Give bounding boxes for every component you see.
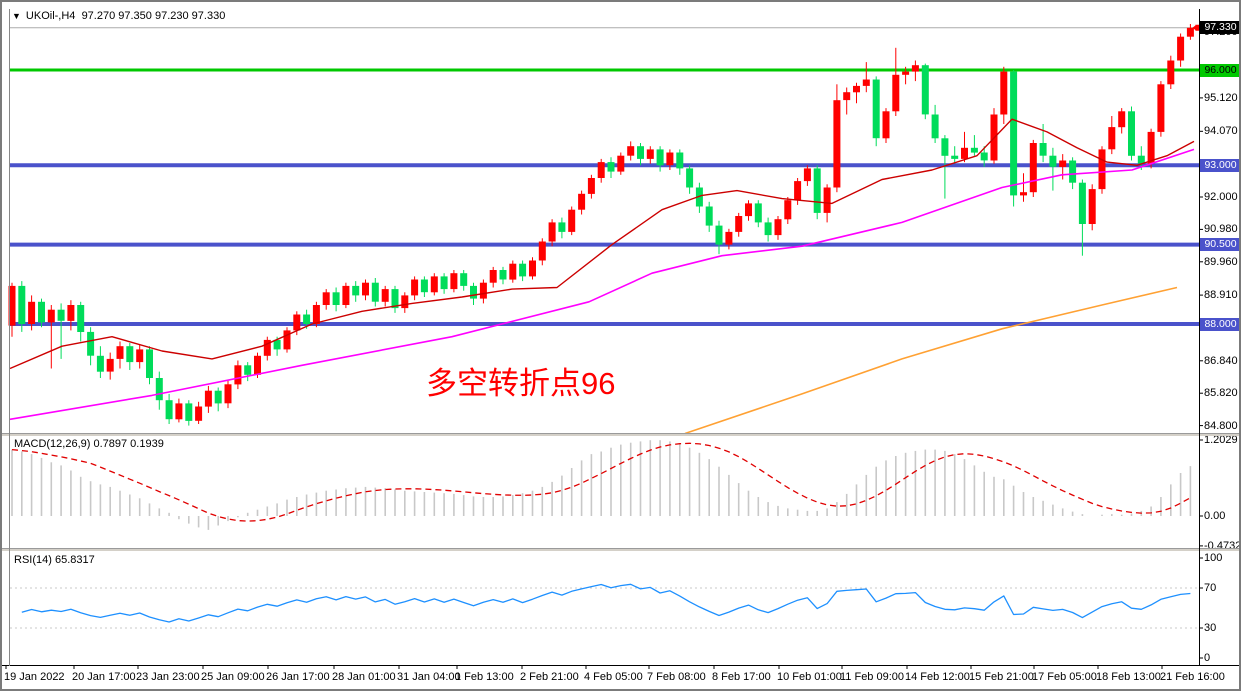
symbol-dropdown-icon[interactable]: ▼ bbox=[12, 11, 21, 21]
price-badge-88.000: 88.000 bbox=[1200, 318, 1239, 331]
time-tick-label: 18 Feb 13:00 bbox=[1096, 671, 1161, 683]
time-tick-label: 2 Feb 21:00 bbox=[520, 671, 579, 683]
price-tick-label: 89.960 bbox=[1204, 256, 1238, 268]
pane-separator-macd[interactable] bbox=[2, 433, 1239, 436]
price-badge-96.000: 96.000 bbox=[1200, 64, 1239, 77]
macd-histogram bbox=[11, 440, 1192, 530]
rsi-tick-label: 0 bbox=[1204, 652, 1211, 664]
time-tick-label: 21 Feb 16:00 bbox=[1160, 671, 1225, 683]
price-tick-label: 92.000 bbox=[1204, 191, 1238, 203]
horizontal-level-lines bbox=[10, 68, 1199, 326]
axis-horizontal-line bbox=[2, 665, 1239, 666]
time-tick-label: 8 Feb 17:00 bbox=[712, 671, 771, 683]
macd-tick-label: 1.2029 bbox=[1204, 434, 1238, 446]
rsi-tick-label: 100 bbox=[1204, 552, 1223, 564]
time-tick-label: 23 Jan 23:00 bbox=[136, 671, 200, 683]
time-tick-label: 7 Feb 08:00 bbox=[647, 671, 706, 683]
time-tick-label: 19 Jan 2022 bbox=[4, 671, 65, 683]
time-tick-label: 4 Feb 05:00 bbox=[584, 671, 643, 683]
macd-tick-label: 0.00 bbox=[1204, 510, 1226, 522]
symbol-period-label: UKOil-,H4 bbox=[25, 10, 76, 22]
price-tick-label: 85.820 bbox=[1204, 387, 1238, 399]
price-tick-label: 90.980 bbox=[1204, 223, 1238, 235]
ma-long-line bbox=[684, 286, 1178, 435]
ohlc-values: 97.270 97.350 97.230 97.330 bbox=[81, 10, 226, 22]
macd-values: 0.7897 0.1939 bbox=[93, 438, 164, 450]
price-badge-93.000: 93.000 bbox=[1200, 159, 1239, 172]
time-tick-label: 20 Jan 17:00 bbox=[72, 671, 136, 683]
rsi-tick-label: 30 bbox=[1204, 622, 1217, 634]
price-badge-90.500: 90.500 bbox=[1200, 238, 1239, 251]
rsi-line bbox=[21, 583, 1191, 623]
axis-vertical-line bbox=[1199, 9, 1200, 666]
pane-separator-rsi[interactable] bbox=[2, 548, 1239, 551]
time-tick-label: 28 Jan 01:00 bbox=[332, 671, 396, 683]
time-tick-label: 17 Feb 05:00 bbox=[1032, 671, 1097, 683]
symbol-title: ▼ UKOil-,H4 97.270 97.350 97.230 97.330 bbox=[12, 10, 225, 22]
price-tick-label: 95.120 bbox=[1204, 92, 1238, 104]
axis-ticks bbox=[5, 31, 1203, 669]
candles-layer bbox=[8, 24, 1194, 426]
price-badge-97.330: 97.330 bbox=[1200, 21, 1239, 34]
time-tick-label: 25 Jan 09:00 bbox=[201, 671, 265, 683]
macd-name: MACD(12,26,9) bbox=[14, 438, 91, 450]
time-tick-label: 11 Feb 09:00 bbox=[840, 671, 905, 683]
rsi-tick-label: 70 bbox=[1204, 582, 1217, 594]
price-tick-label: 94.070 bbox=[1204, 125, 1238, 137]
price-tick-label: 84.800 bbox=[1204, 420, 1238, 432]
price-tick-label: 86.840 bbox=[1204, 355, 1238, 367]
ma-fast-line bbox=[9, 118, 1195, 370]
rsi-name: RSI(14) bbox=[14, 554, 52, 566]
time-tick-label: 31 Jan 04:00 bbox=[397, 671, 461, 683]
rsi-value: 65.8317 bbox=[54, 554, 95, 566]
time-tick-label: 10 Feb 01:00 bbox=[777, 671, 842, 683]
chart-annotation: 多空转折点96 bbox=[426, 366, 616, 401]
macd-indicator-label: MACD(12,26,9) 0.7897 0.1939 bbox=[14, 438, 164, 450]
plot-left-border bbox=[9, 9, 10, 666]
price-tick-label: 88.910 bbox=[1204, 289, 1238, 301]
time-tick-label: 14 Feb 12:00 bbox=[905, 671, 970, 683]
rsi-indicator-label: RSI(14) 65.8317 bbox=[14, 554, 95, 566]
ma-slow-line bbox=[9, 148, 1195, 421]
time-tick-label: 15 Feb 21:00 bbox=[969, 671, 1034, 683]
time-tick-label: 26 Jan 17:00 bbox=[266, 671, 330, 683]
time-tick-label: 1 Feb 13:00 bbox=[455, 671, 514, 683]
